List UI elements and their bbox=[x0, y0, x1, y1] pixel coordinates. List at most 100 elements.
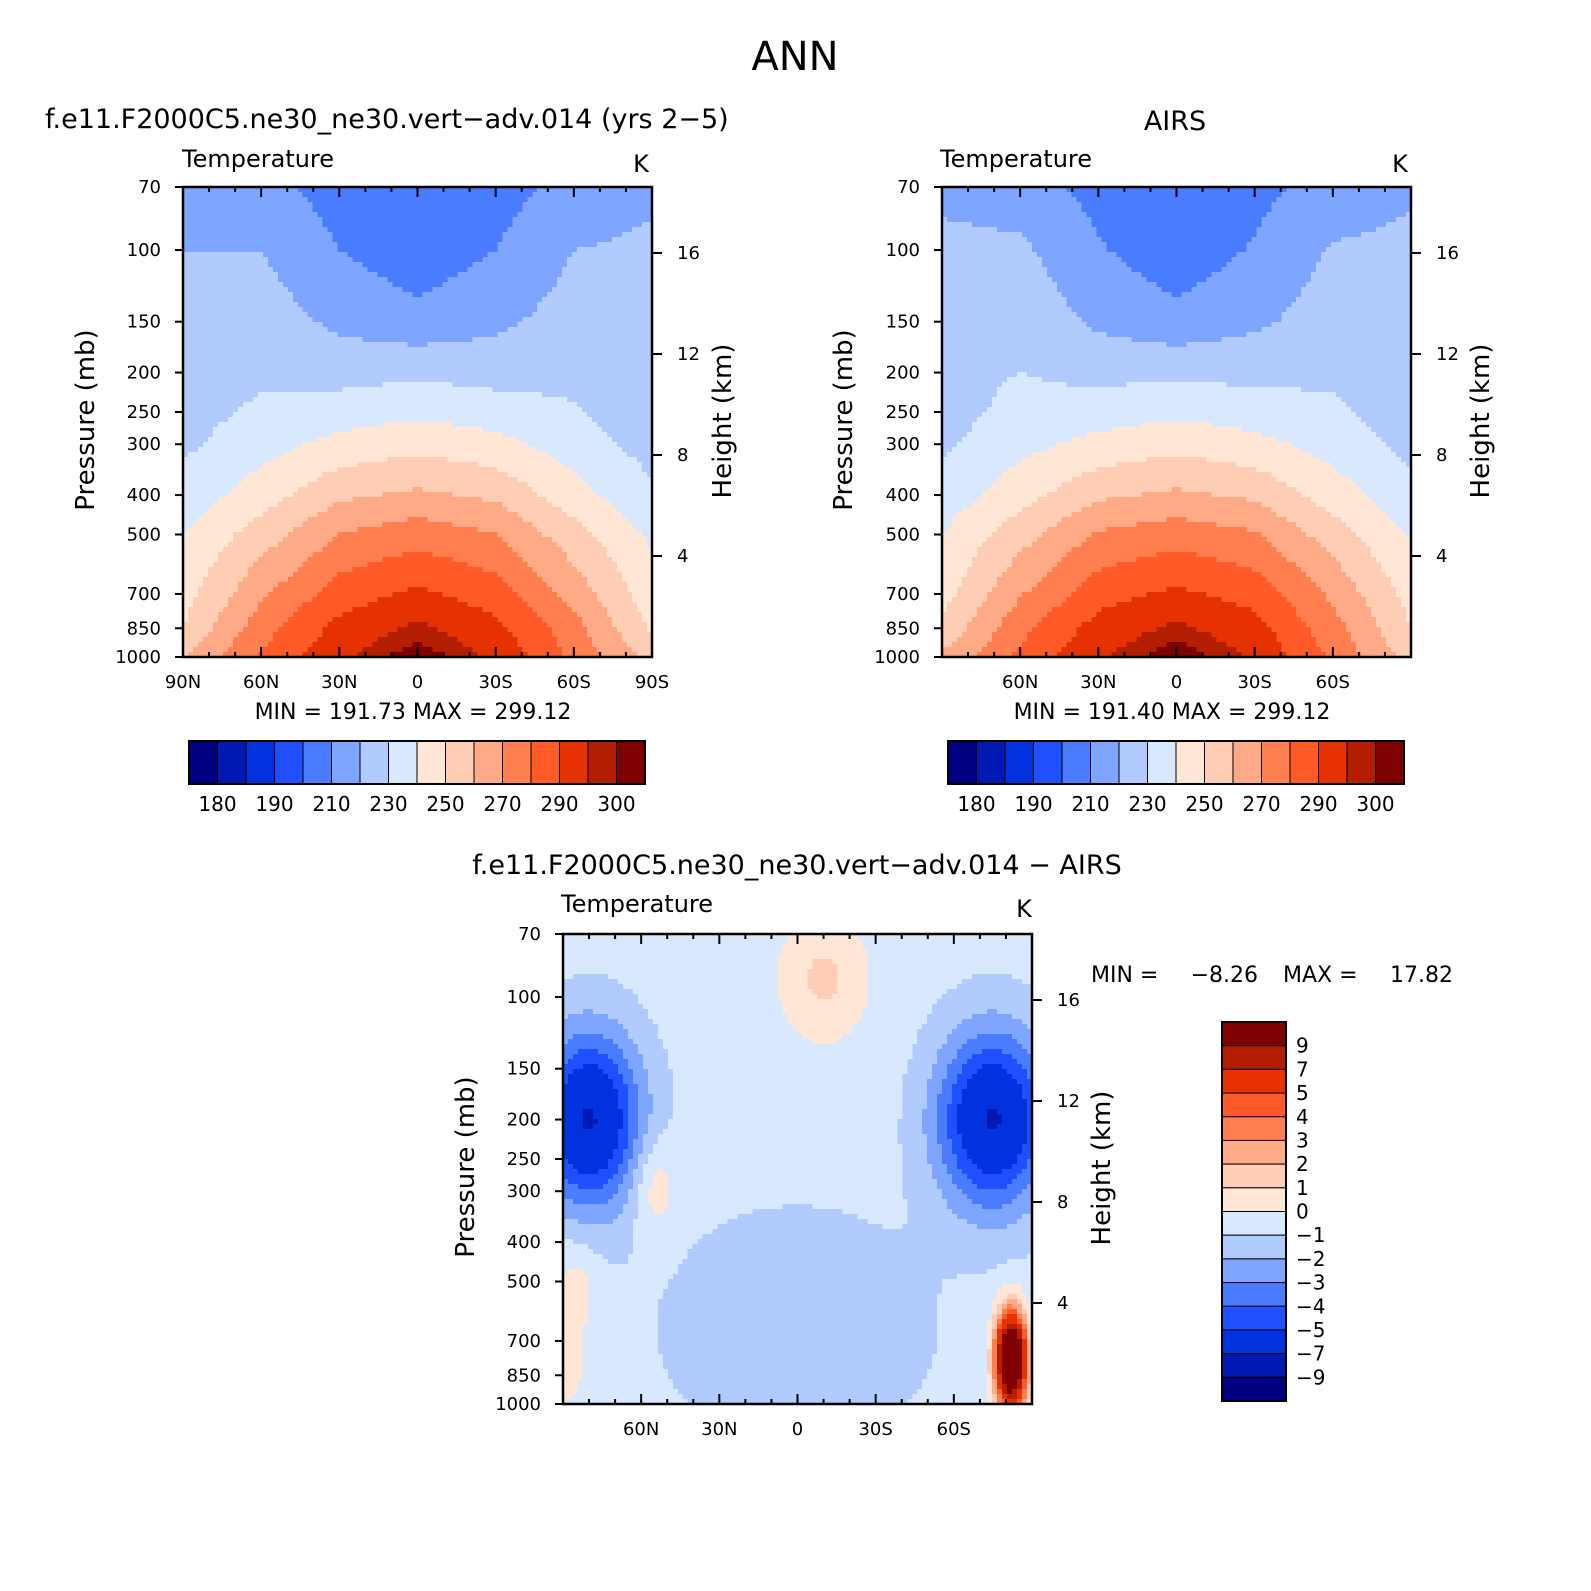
contour-cell bbox=[1071, 637, 1138, 643]
contour-cell bbox=[1326, 597, 1367, 603]
contour-cell bbox=[1001, 622, 1038, 628]
contour-cell bbox=[976, 417, 1362, 423]
contour-cell bbox=[1001, 572, 1048, 578]
contour-cell bbox=[1071, 592, 1148, 598]
contour-cell bbox=[577, 1169, 599, 1175]
contour-cell bbox=[563, 1049, 579, 1055]
contour-cell bbox=[257, 602, 304, 608]
contour-cell bbox=[1141, 272, 1213, 278]
contour-cell bbox=[657, 1169, 664, 1175]
contour-cell bbox=[986, 407, 1352, 413]
contour-cell bbox=[197, 517, 254, 523]
contour-cell bbox=[337, 467, 498, 473]
contour-cell bbox=[987, 1319, 993, 1325]
contour-cell bbox=[1296, 522, 1347, 528]
contour-cell bbox=[517, 477, 583, 483]
contour-cell bbox=[207, 507, 269, 513]
contour-cell bbox=[522, 202, 653, 208]
contour-cell bbox=[942, 577, 963, 583]
contour-cell bbox=[622, 572, 653, 578]
contour-cell bbox=[946, 607, 978, 613]
contour-cell bbox=[1056, 487, 1173, 493]
contour-cell bbox=[357, 527, 478, 533]
y-tick-label: 1000 bbox=[874, 647, 920, 668]
contour-cell bbox=[563, 1359, 584, 1365]
contour-cell bbox=[647, 542, 653, 548]
contour-cell bbox=[1007, 1294, 1018, 1300]
contour-cell bbox=[902, 1109, 923, 1115]
contour-cell bbox=[183, 417, 229, 423]
contour-cell bbox=[672, 1069, 908, 1075]
contour-cell bbox=[942, 522, 953, 528]
contour-cell bbox=[287, 577, 334, 583]
contour-cell bbox=[951, 517, 1008, 523]
contour-cell bbox=[1321, 457, 1402, 463]
contour-cell bbox=[987, 1389, 993, 1395]
contour-cell bbox=[557, 282, 653, 288]
contour-cell bbox=[937, 1314, 993, 1320]
contour-cell bbox=[1086, 537, 1267, 543]
contour-cell bbox=[382, 522, 454, 528]
contour-cell bbox=[457, 597, 523, 603]
contour-cell bbox=[183, 227, 329, 233]
contour-cell bbox=[942, 587, 958, 593]
contour-cell bbox=[267, 507, 329, 513]
contour-cell bbox=[637, 1084, 649, 1090]
contour-cell bbox=[577, 402, 653, 408]
contour-cell bbox=[1017, 1379, 1023, 1385]
contour-cell bbox=[902, 1169, 933, 1175]
contour-cell bbox=[782, 949, 868, 955]
contour-cell bbox=[1326, 592, 1362, 598]
contour-cell bbox=[942, 622, 968, 628]
contour-cell bbox=[527, 197, 653, 203]
contour-cell bbox=[832, 994, 868, 1000]
contour-cell bbox=[712, 1229, 1033, 1235]
contour-cell bbox=[563, 954, 779, 960]
contour-cell bbox=[907, 1199, 948, 1205]
contour-cell bbox=[1016, 597, 1068, 603]
contour-cell bbox=[1286, 482, 1357, 488]
contour-cell bbox=[292, 492, 384, 498]
contour-cell bbox=[1301, 292, 1412, 298]
contour-cell bbox=[1356, 482, 1412, 488]
contour-cell bbox=[987, 1329, 993, 1335]
contour-cell bbox=[902, 1184, 938, 1190]
colorbar-swatch bbox=[245, 740, 275, 785]
contour-cell bbox=[942, 197, 1078, 203]
contour-cell bbox=[971, 422, 1143, 428]
y-tick-label: 100 bbox=[507, 987, 541, 1008]
contour-cell bbox=[957, 1159, 973, 1165]
contour-cell bbox=[562, 647, 598, 653]
contour-cell bbox=[927, 1019, 963, 1025]
contour-cell bbox=[1056, 287, 1163, 293]
colorbar-swatch bbox=[1221, 1353, 1287, 1378]
contour-cell bbox=[582, 1374, 669, 1380]
contour-cell bbox=[942, 337, 1133, 343]
colorbar-swatch bbox=[976, 740, 1006, 785]
contour-cell bbox=[942, 397, 993, 403]
contour-cell bbox=[647, 1009, 784, 1015]
contour-cell bbox=[672, 1379, 923, 1385]
contour-cell bbox=[1007, 1314, 1018, 1320]
contour-cell bbox=[867, 989, 948, 995]
contour-cell bbox=[942, 272, 1048, 278]
contour-cell bbox=[937, 1104, 948, 1110]
contour-cell bbox=[1371, 547, 1412, 553]
contour-cell bbox=[1336, 392, 1412, 398]
contour-cell bbox=[332, 617, 498, 623]
contour-cell bbox=[637, 1094, 654, 1100]
contour-cell bbox=[183, 472, 249, 478]
contour-cell bbox=[1021, 547, 1073, 553]
contour-cell bbox=[563, 1324, 584, 1330]
contour-cell bbox=[1027, 1354, 1033, 1360]
contour-cell bbox=[267, 592, 319, 598]
y-tick-label: 250 bbox=[127, 402, 161, 423]
y-tick-label: 850 bbox=[886, 618, 920, 639]
contour-cell bbox=[627, 1089, 639, 1095]
contour-cell bbox=[1226, 262, 1317, 268]
contour-cell bbox=[497, 532, 543, 538]
colorbar-label: 270 bbox=[483, 792, 521, 816]
contour-cell bbox=[537, 527, 588, 533]
contour-cell bbox=[442, 652, 478, 658]
contour-cell bbox=[1281, 647, 1322, 653]
